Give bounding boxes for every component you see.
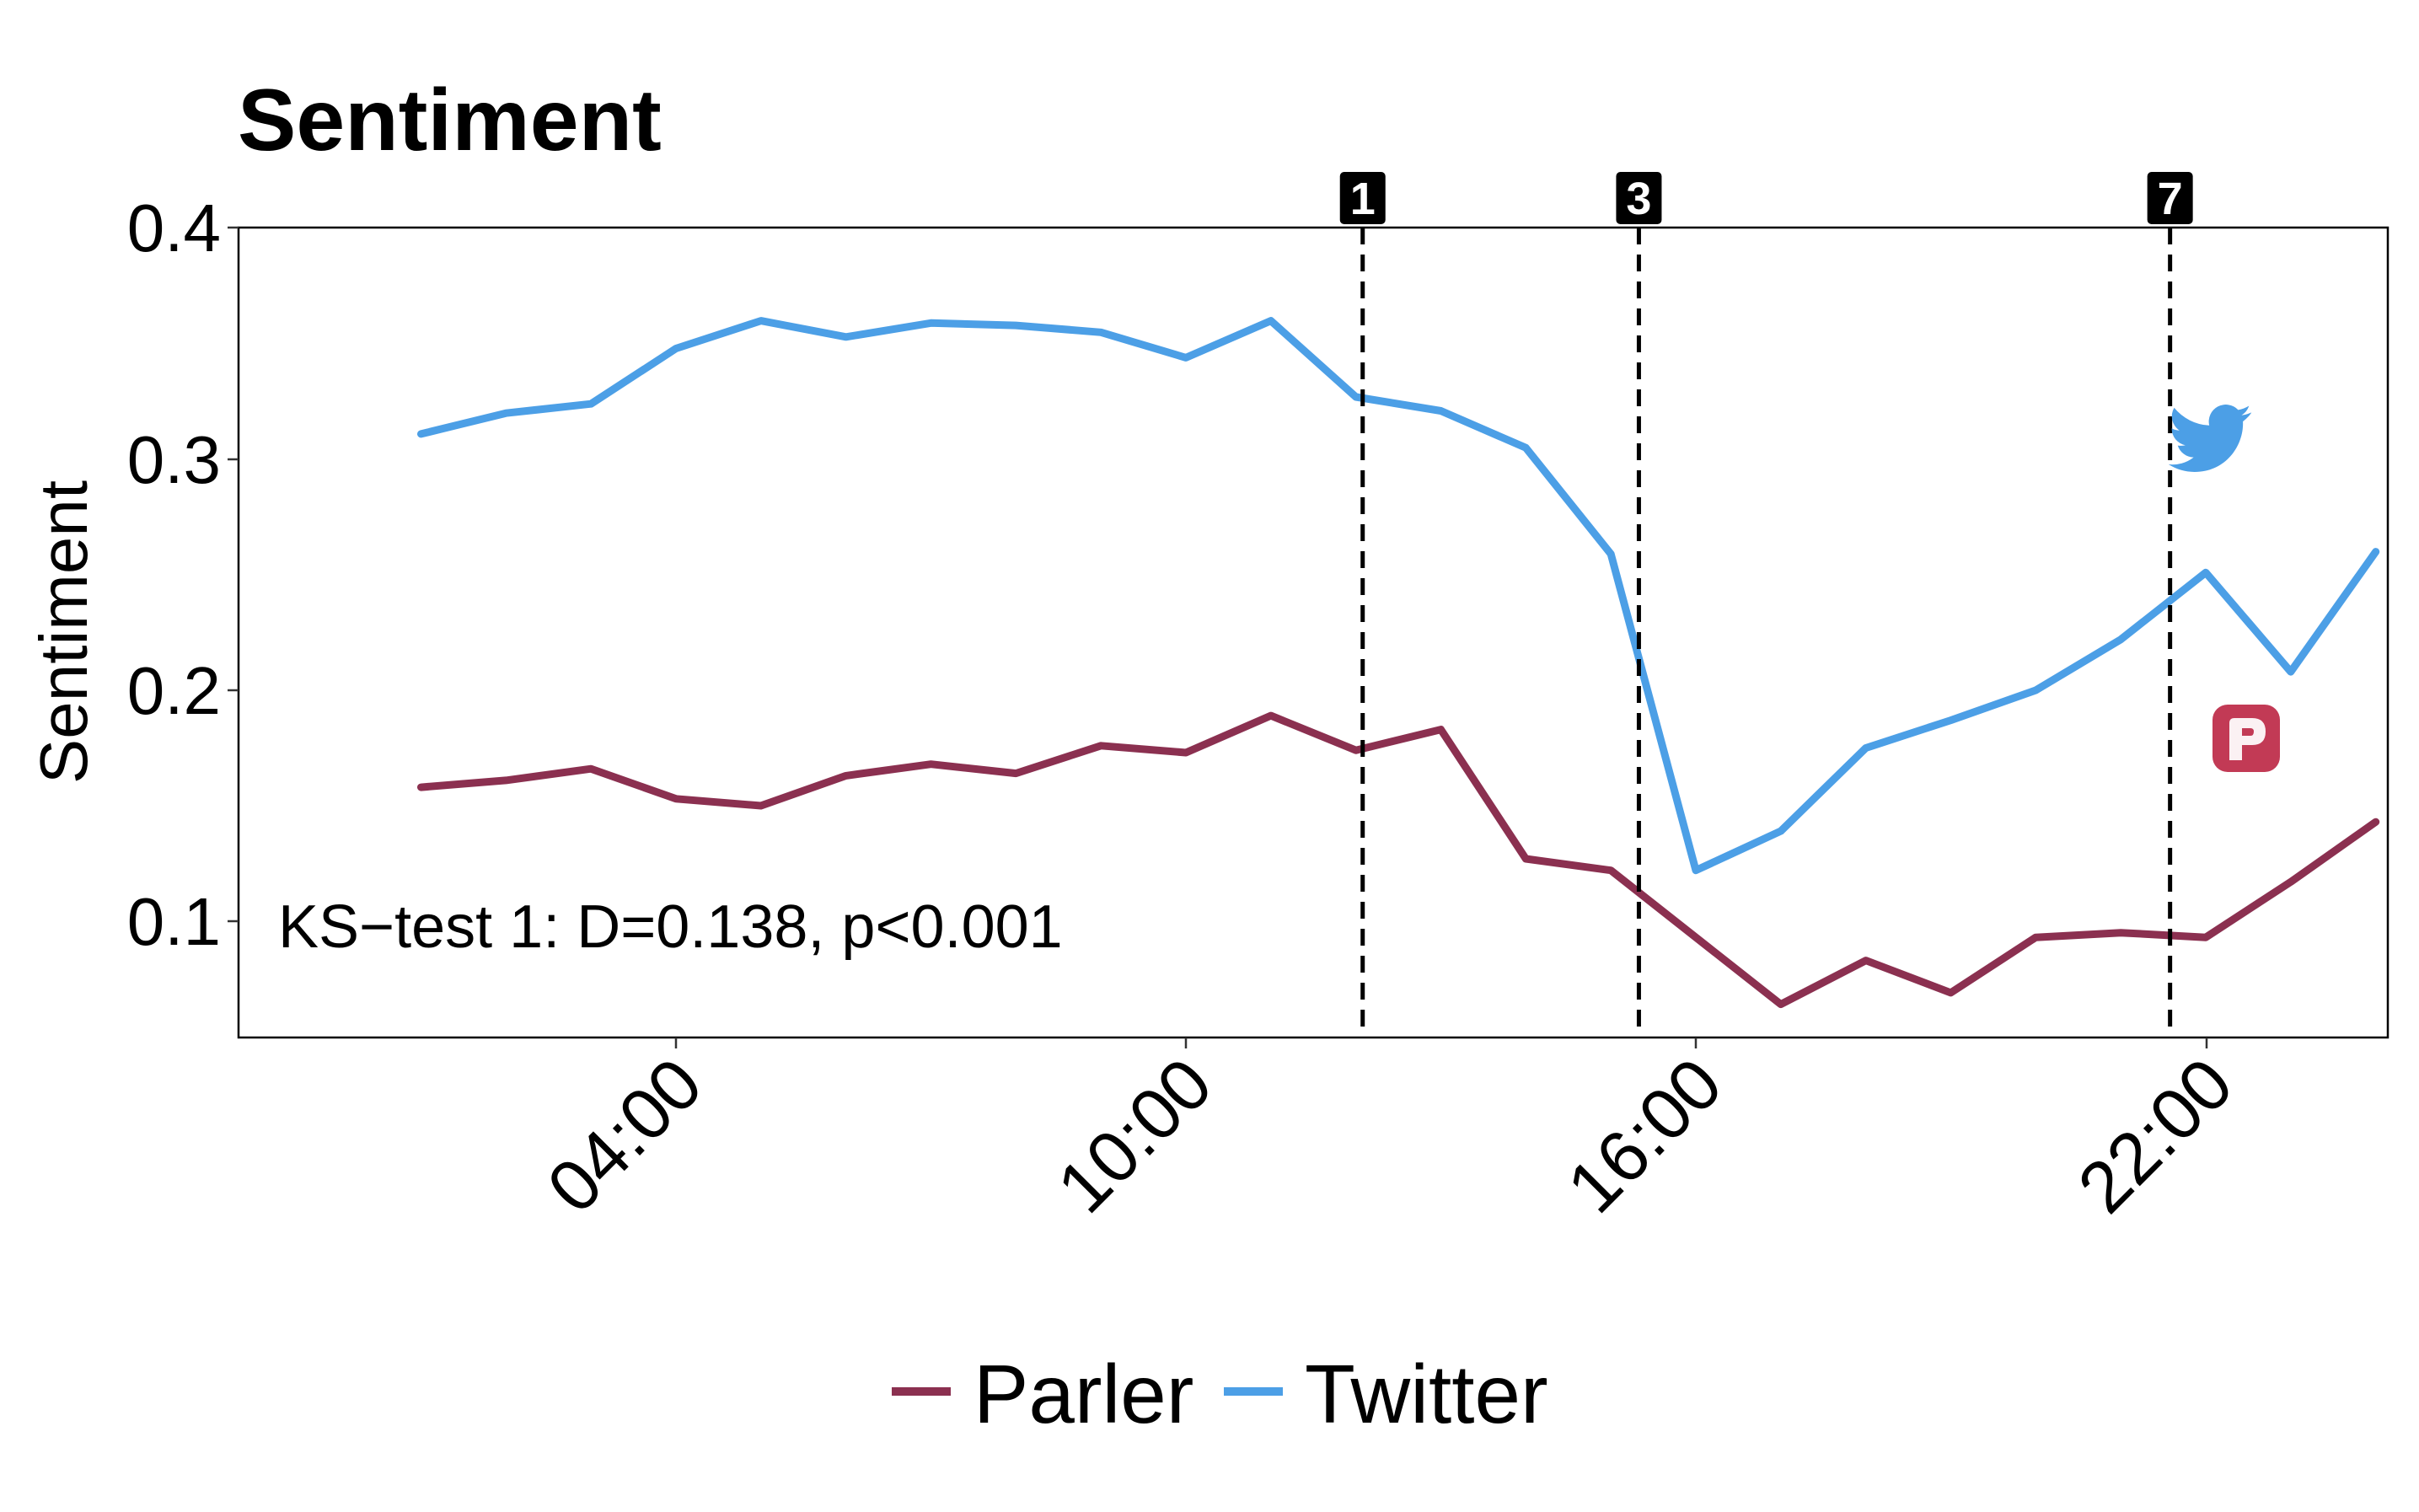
y-tick-label: 0.2 (127, 653, 221, 728)
y-axis: 0.1 0.2 0.3 0.4 (127, 190, 239, 959)
series-line-parler (417, 711, 2380, 1009)
legend-label-parler: Parler (974, 1348, 1193, 1440)
x-tick-label: 16:00 (1552, 1043, 1737, 1229)
ks-test-annotation: KS−test 1: D=0.138, p<0.001 (278, 893, 1063, 961)
event-marker-box (2147, 172, 2193, 224)
event-marker-label: 3 (1626, 174, 1651, 224)
chart-title: Sentiment (238, 72, 662, 169)
y-axis-label: Sentiment (26, 480, 101, 784)
event-marker-box (1616, 172, 1662, 224)
legend: Parler Twitter (892, 1348, 1548, 1440)
y-tick-label: 0.3 (127, 422, 221, 497)
event-marker-box (1339, 172, 1386, 224)
x-axis: 04:00 10:00 16:00 22:00 (532, 1037, 2248, 1229)
series-line-twitter (417, 317, 2380, 875)
x-tick-label: 22:00 (2062, 1043, 2248, 1229)
x-tick-label: 10:00 (1042, 1043, 1227, 1229)
y-tick-label: 0.1 (127, 884, 221, 959)
y-tick-label: 0.4 (127, 190, 221, 265)
x-tick-label: 04:00 (532, 1043, 717, 1229)
legend-label-twitter: Twitter (1305, 1348, 1548, 1440)
parler-logo-icon (2212, 705, 2280, 772)
event-marker-label: 7 (2158, 174, 2183, 224)
event-marker-label: 1 (1350, 174, 1376, 224)
twitter-bird-icon (2168, 405, 2252, 472)
plot-panel (237, 226, 2390, 1039)
